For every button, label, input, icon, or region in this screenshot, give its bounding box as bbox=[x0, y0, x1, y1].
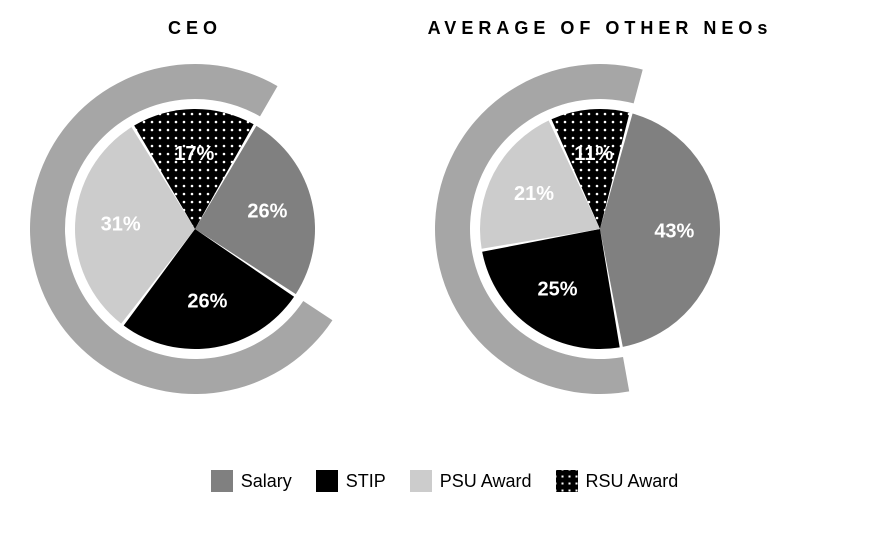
legend-label-stip: STIP bbox=[346, 471, 386, 492]
legend-label-salary: Salary bbox=[241, 471, 292, 492]
slice-label-psu: 21% bbox=[514, 183, 554, 205]
legend-swatch-salary bbox=[211, 470, 233, 492]
legend-swatch-rsu bbox=[556, 470, 578, 492]
legend-label-psu: PSU Award bbox=[440, 471, 532, 492]
legend: Salary STIP PSU Award RSU Award bbox=[0, 470, 889, 492]
slice-label-salary: 26% bbox=[247, 200, 287, 222]
slice-label-stip: 26% bbox=[187, 291, 227, 313]
legend-label-rsu: RSU Award bbox=[586, 471, 679, 492]
slice-label-psu: 31% bbox=[101, 213, 141, 235]
slice-label-rsu: 17% bbox=[174, 143, 214, 165]
legend-swatch-psu bbox=[410, 470, 432, 492]
legend-item-stip: STIP bbox=[316, 470, 386, 492]
title-neos: AVERAGE OF OTHER NEOs bbox=[428, 18, 773, 39]
legend-item-psu: PSU Award bbox=[410, 470, 532, 492]
pie-chart-ceo: 26%26%31%17%VARIABLE&AT RISK:74% bbox=[20, 54, 370, 404]
slice-label-stip: 25% bbox=[538, 278, 578, 300]
slice-label-salary: 43% bbox=[654, 220, 694, 242]
legend-swatch-stip bbox=[316, 470, 338, 492]
pie-chart-neos: 43% 25% 21% 11% VARIABLE&AT RISK:57% bbox=[425, 54, 775, 404]
risk-arc-label: VARIABLE&AT RISK:57% bbox=[754, 115, 775, 357]
legend-item-rsu: RSU Award bbox=[556, 470, 679, 492]
slice-label-rsu: 11% bbox=[574, 143, 613, 165]
title-ceo: CEO bbox=[168, 18, 222, 39]
legend-item-salary: Salary bbox=[211, 470, 292, 492]
